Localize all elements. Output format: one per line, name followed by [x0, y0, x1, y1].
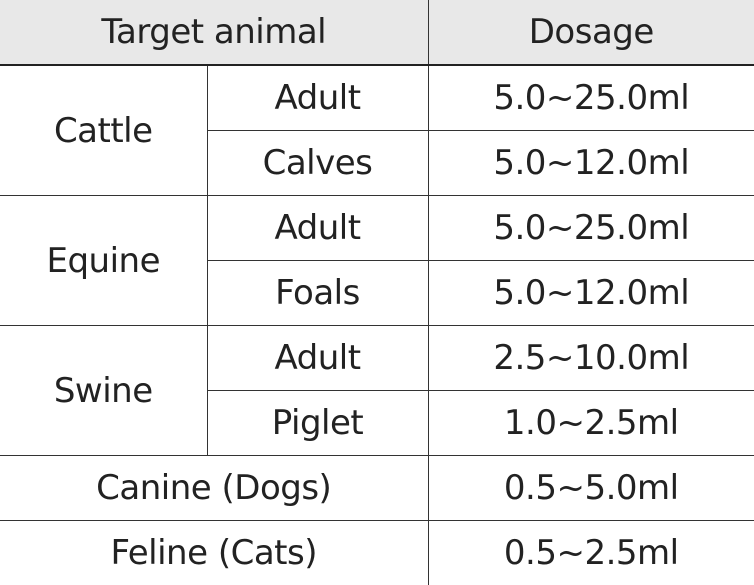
dosage-cell: 2.5~10.0ml: [427, 325, 754, 391]
animal-cell: Swine: [0, 325, 208, 456]
subgroup-cell: Calves: [207, 130, 429, 196]
animal-cell: Cattle: [0, 64, 208, 196]
animal-cell: Canine (Dogs): [0, 455, 429, 521]
header-dosage: Dosage: [427, 0, 754, 66]
table-row: Swine Adult 2.5~10.0ml: [0, 325, 754, 456]
subgroup-cell: Adult: [206, 325, 429, 391]
table-row: Foals 5.0~12.0ml: [0, 260, 754, 326]
table-row: Calves 5.0~12.0ml: [0, 130, 754, 196]
animal-cell: Equine: [0, 195, 208, 326]
dosage-cell: 5.0~25.0ml: [427, 64, 754, 131]
table-row: Feline (Cats) 0.5~2.5ml: [0, 520, 754, 585]
table-row: Canine (Dogs) 0.5~5.0ml: [0, 455, 754, 521]
table-row: Piglet 1.0~2.5ml: [0, 390, 754, 456]
header-target-animal: Target animal: [0, 0, 429, 66]
subgroup-cell: Piglet: [207, 390, 429, 456]
table-row: Equine Adult 5.0~25.0ml: [0, 195, 754, 326]
dosage-cell: 1.0~2.5ml: [427, 390, 754, 456]
subgroup-cell: Adult: [206, 195, 429, 261]
dosage-cell: 5.0~12.0ml: [427, 130, 754, 196]
dosage-cell: 0.5~5.0ml: [427, 455, 754, 521]
animal-cell: Feline (Cats): [0, 520, 429, 585]
table-row: Cattle Adult 5.0~25.0ml: [0, 64, 754, 196]
dosage-cell: 0.5~2.5ml: [427, 520, 754, 585]
dosage-cell: 5.0~25.0ml: [427, 195, 754, 261]
dosage-cell: 5.0~12.0ml: [427, 260, 754, 326]
header-row: Target animal Dosage: [0, 0, 754, 66]
subgroup-cell: Foals: [207, 260, 429, 326]
subgroup-cell: Adult: [206, 64, 429, 131]
